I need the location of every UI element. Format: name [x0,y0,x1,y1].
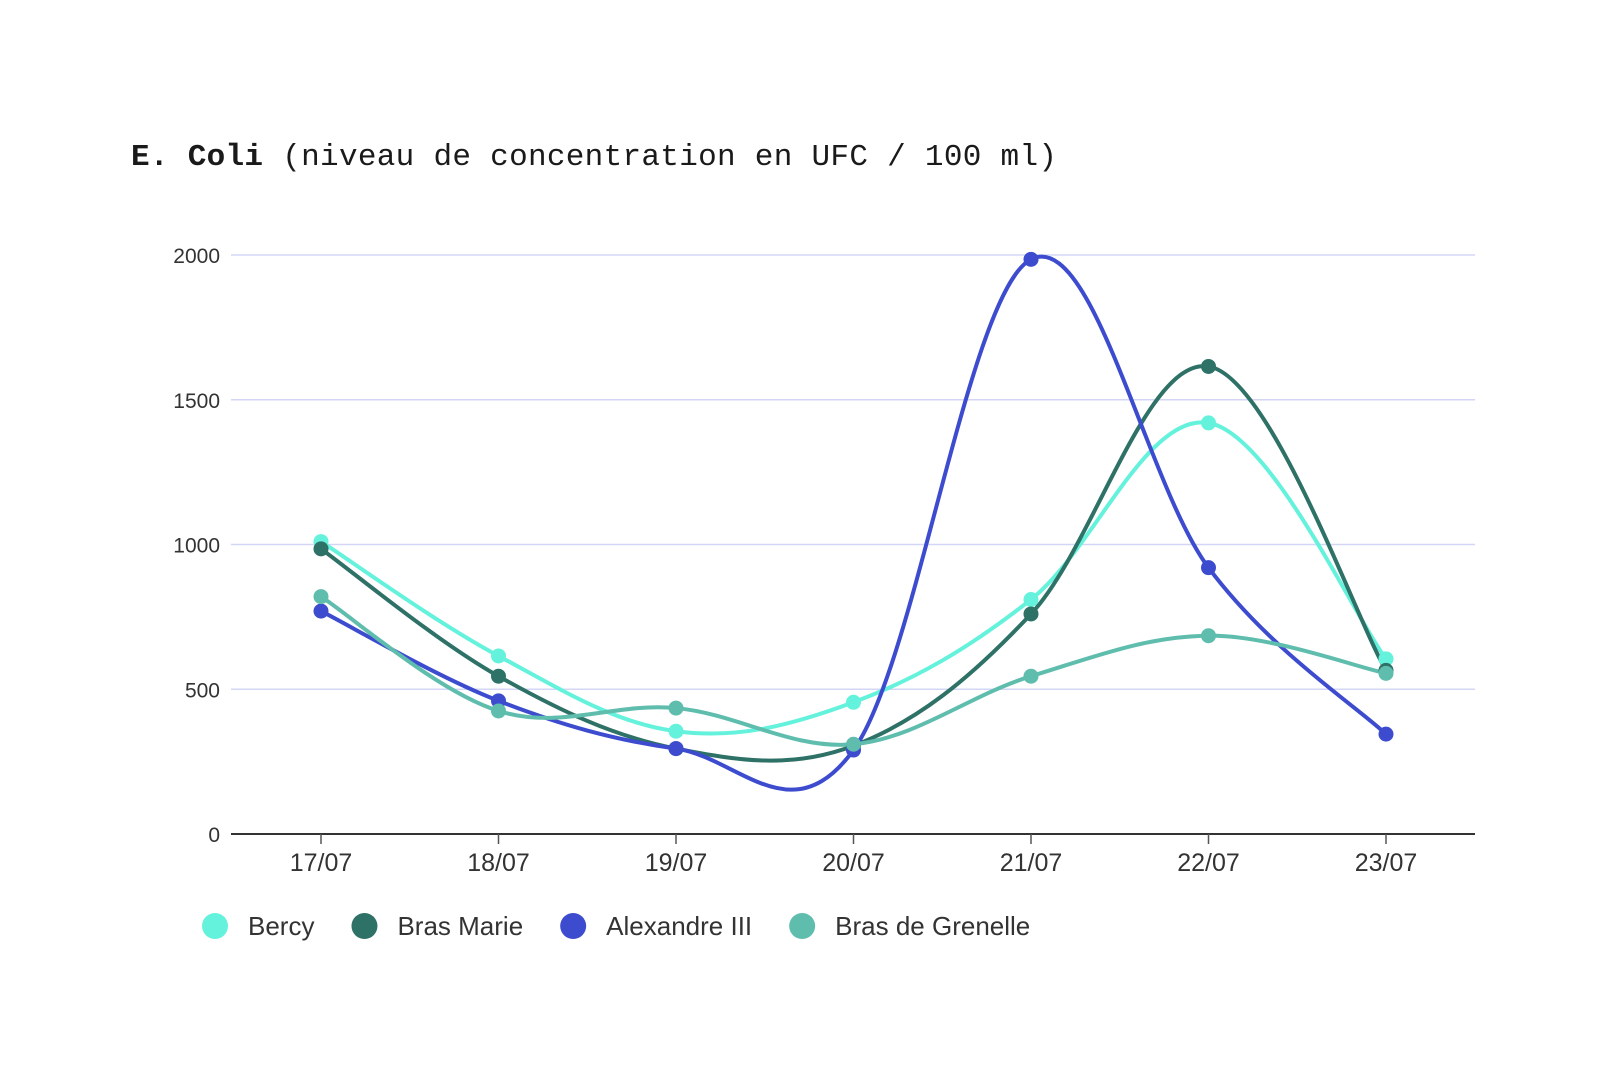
data-point [846,736,861,752]
legend-marker [560,913,587,939]
data-point [668,723,684,739]
data-point [1201,415,1216,431]
data-point [313,541,329,557]
y-tick-label: 1500 [173,390,220,413]
data-point [491,668,506,684]
y-tick-label: 1000 [173,535,220,558]
x-tick-label: 22/07 [1177,849,1240,877]
series-line [319,594,1388,747]
data-point [668,741,684,757]
data-point [1023,592,1039,608]
legend-marker [789,913,816,939]
data-point [491,648,506,664]
data-point [1378,651,1394,667]
x-axis: 17/07 18/07 19/07 20/07 21/07 22/07 23/07 [231,833,1475,877]
legend-label: Bercy [248,911,314,941]
chart-title-bold: E. Coli [131,140,264,175]
data-point [313,603,329,619]
grid-lines [231,254,1475,690]
data-point [1201,358,1216,374]
data-point [1023,251,1039,267]
y-tick-label: 500 [185,679,220,702]
chart-title: E. Coli (niveau de concentration en UFC … [131,140,1057,175]
data-point [1023,668,1039,684]
series-line [319,254,1388,792]
data-point [1023,606,1039,622]
legend-marker [202,913,228,939]
data-point [1378,726,1394,742]
y-axis-ticks: 0 500 1000 1500 2000 [173,245,220,847]
legend-label: Bras Marie [397,911,523,941]
x-tick-label: 19/07 [645,849,708,877]
y-tick-label: 0 [208,824,220,847]
data-point [491,703,506,719]
series-line [319,420,1388,736]
data-point [668,700,684,716]
data-point [1201,628,1216,644]
x-tick-label: 18/07 [467,849,530,877]
data-point [1378,665,1394,681]
data-point [846,694,861,710]
legend: Bercy Bras Marie Alexandre III Bras de Gren… [202,911,1030,941]
data-point [313,589,329,605]
y-tick-label: 2000 [173,245,220,268]
legend-marker [351,913,378,939]
x-tick-label: 21/07 [1000,849,1063,877]
series-points [313,251,1394,758]
x-tick-label: 23/07 [1355,849,1418,877]
data-point [1201,560,1216,576]
chart-title-rest: (niveau de concentration en UFC / 100 ml… [282,140,1058,175]
legend-label: Alexandre III [606,911,752,941]
x-tick-label: 20/07 [822,849,885,877]
legend-label: Bras de Grenelle [835,911,1030,941]
x-tick-label: 17/07 [290,849,353,877]
